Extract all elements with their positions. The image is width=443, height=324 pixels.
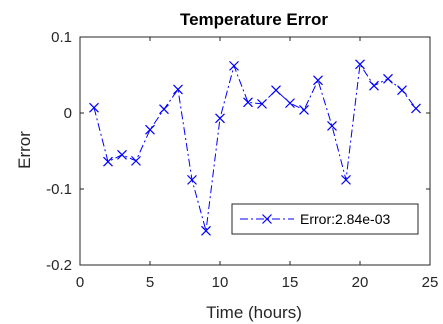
- data-point-marker: [229, 60, 239, 71]
- data-point-marker: [257, 98, 267, 109]
- data-point-marker: [187, 174, 197, 185]
- data-point-marker: [299, 105, 309, 115]
- y-tick-label: -0.2: [46, 257, 72, 274]
- data-point-marker: [271, 85, 281, 96]
- data-point-marker: [131, 155, 141, 166]
- x-tick-label: 20: [352, 274, 369, 291]
- data-point-marker: [173, 84, 183, 95]
- x-tick-label: 25: [422, 274, 439, 291]
- data-point-marker: [383, 73, 393, 84]
- legend: Error:2.84e-03: [231, 203, 419, 235]
- data-point-marker: [327, 120, 337, 131]
- series-group: [89, 59, 421, 236]
- y-tick-label: -0.1: [46, 181, 72, 198]
- y-tick-label: 0.1: [51, 29, 72, 46]
- x-tick-label: 15: [282, 274, 299, 291]
- series-line: [93, 62, 417, 231]
- data-point-marker: [243, 97, 253, 108]
- data-point-marker: [355, 59, 365, 70]
- y-axis-ticks: -0.2 -0.1 0 0.1: [46, 29, 430, 274]
- data-point-marker: [341, 174, 351, 185]
- data-point-marker: [103, 156, 113, 167]
- y-tick-label: 0: [64, 105, 72, 122]
- data-point-marker: [215, 113, 225, 124]
- x-axis-label: Time (hours): [206, 303, 302, 322]
- data-point-marker: [159, 104, 169, 115]
- legend-label: Error:2.84e-03: [300, 211, 390, 227]
- data-point-marker: [397, 85, 407, 96]
- data-point-marker: [145, 124, 155, 135]
- data-point-marker: [89, 102, 99, 113]
- x-tick-label: 10: [212, 274, 229, 291]
- x-tick-label: 5: [146, 274, 154, 291]
- data-point-marker: [117, 149, 127, 160]
- data-point-marker: [201, 225, 211, 236]
- legend-marker-x: [262, 214, 272, 224]
- data-point-marker: [369, 80, 379, 91]
- data-point-marker: [411, 103, 421, 114]
- x-tick-label: 0: [76, 274, 84, 291]
- chart-title: Temperature Error: [180, 10, 328, 29]
- x-axis-ticks: 0 5 10 15 20 25: [76, 37, 439, 291]
- data-point-marker: [285, 98, 295, 109]
- legend-marker: [262, 214, 272, 224]
- y-axis-label: Error: [15, 131, 34, 169]
- data-point-marker: [313, 75, 323, 86]
